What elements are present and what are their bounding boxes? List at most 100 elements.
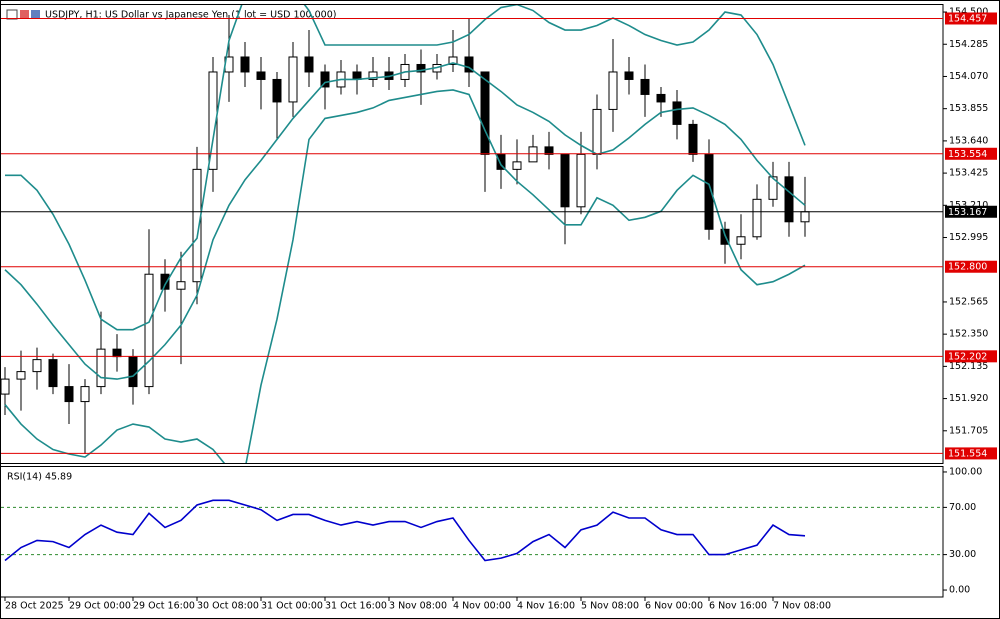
- candle-body: [144, 273, 154, 388]
- candle-body: [320, 71, 330, 88]
- candle-body: [112, 348, 122, 358]
- icon: [20, 10, 29, 19]
- y-tick-label: 0.00: [949, 585, 970, 596]
- candle-body: [544, 146, 554, 155]
- candle-body: [96, 348, 106, 388]
- candle-body: [176, 281, 186, 290]
- rsi-panel: [0, 466, 944, 598]
- candle-body: [64, 386, 74, 403]
- candle-body: [592, 108, 602, 155]
- y-tick-label: 153.855: [949, 103, 988, 114]
- y-tick-label: 154.500: [949, 7, 988, 18]
- candle-body: [800, 211, 810, 223]
- y-tick-label: 152.995: [949, 232, 988, 243]
- level-label: 152.202: [948, 351, 987, 362]
- candle-body: [688, 123, 698, 155]
- candle-body: [560, 153, 570, 208]
- x-tick-label: 29 Oct 00:00: [69, 601, 131, 612]
- candle-body: [704, 153, 714, 230]
- bollinger-band: [4, 89, 806, 463]
- x-tick-label: 31 Oct 16:00: [325, 601, 387, 612]
- candle-body: [448, 56, 458, 65]
- x-tick-label: 30 Oct 08:00: [197, 601, 259, 612]
- x-tick-label: 29 Oct 16:00: [133, 601, 195, 612]
- bollinger-band: [4, 62, 806, 380]
- y-tick-label: 153.210: [949, 200, 988, 211]
- candle-body: [768, 176, 778, 200]
- bollinger-band: [5, 5, 806, 331]
- candle-body: [608, 71, 618, 110]
- candle-body: [672, 101, 682, 125]
- level-label: 151.554: [948, 448, 987, 459]
- level-label: 152.800: [948, 262, 987, 273]
- x-tick-label: 3 Nov 08:00: [389, 601, 447, 612]
- candle-body: [16, 371, 26, 380]
- y-tick-label: 30.00: [949, 549, 976, 560]
- chart-title: USDJPY, H1: US Dollar vs Japanese Yen (1…: [45, 10, 336, 21]
- candle-body: [640, 78, 650, 95]
- x-tick-label: 4 Nov 00:00: [453, 601, 511, 612]
- level-label-box: [945, 447, 997, 460]
- candle-body: [352, 71, 362, 80]
- candle-body: [752, 198, 762, 238]
- level-label: 153.554: [948, 149, 987, 160]
- y-tick-label: 151.705: [949, 425, 988, 436]
- candle-body: [480, 71, 490, 155]
- main-panel: [0, 4, 944, 464]
- candle-body: [272, 78, 282, 103]
- y-tick-label: 153.425: [949, 168, 988, 179]
- rsi-title: RSI(14) 45.89: [7, 472, 72, 483]
- icon: [6, 9, 18, 20]
- candle-body: [80, 386, 90, 403]
- candle-body: [1, 378, 10, 395]
- candle-body: [304, 56, 314, 73]
- x-tick-label: 28 Oct 2025: [5, 601, 64, 612]
- candle-body: [288, 56, 298, 103]
- x-tick-label: 31 Oct 00:00: [261, 601, 323, 612]
- level-label-box: [945, 260, 997, 273]
- y-tick-label: 151.920: [949, 393, 988, 404]
- candle-body: [496, 153, 506, 170]
- x-tick-label: 6 Nov 16:00: [709, 601, 767, 612]
- symbol-icons: [6, 9, 40, 20]
- x-tick-label: 4 Nov 16:00: [517, 601, 575, 612]
- level-label-box: [945, 12, 997, 25]
- candle-body: [576, 153, 586, 208]
- y-tick-label: 152.565: [949, 296, 988, 307]
- candle-body: [240, 56, 250, 73]
- candle-body: [528, 146, 538, 163]
- rsi-plot: [1, 499, 943, 562]
- candle-body: [160, 273, 170, 290]
- candle-body: [464, 56, 474, 73]
- candle-body: [48, 359, 58, 388]
- candle-body: [128, 356, 138, 388]
- main-plot: [1, 5, 943, 463]
- axes: 154.500 154.285 154.070 153.855 153.640 153.4…: [4, 7, 997, 612]
- candle-body: [512, 161, 522, 170]
- icon: [31, 10, 40, 19]
- x-tick-label: 5 Nov 08:00: [581, 601, 639, 612]
- y-tick-label: 100.00: [949, 466, 982, 477]
- y-tick-label: 154.285: [949, 39, 988, 50]
- rsi-line: [4, 499, 806, 562]
- candle-body: [208, 71, 218, 170]
- candle-body: [624, 71, 634, 80]
- candle-body: [192, 168, 202, 283]
- y-tick-label: 153.640: [949, 135, 988, 146]
- level-label-box: [945, 350, 997, 363]
- candle-body: [32, 359, 42, 373]
- level-label: 153.167: [948, 207, 987, 218]
- level-label: 154.457: [948, 13, 987, 24]
- candle-body: [656, 93, 666, 103]
- level-label-box: [945, 147, 997, 160]
- y-tick-label: 152.135: [949, 361, 988, 372]
- x-tick-label: 6 Nov 00:00: [645, 601, 703, 612]
- candle-body: [416, 63, 426, 73]
- candle-body: [256, 71, 266, 80]
- y-tick-label: 152.350: [949, 329, 988, 340]
- level-label-box: [945, 205, 997, 218]
- candle-body: [736, 236, 746, 245]
- candle-body: [368, 71, 378, 80]
